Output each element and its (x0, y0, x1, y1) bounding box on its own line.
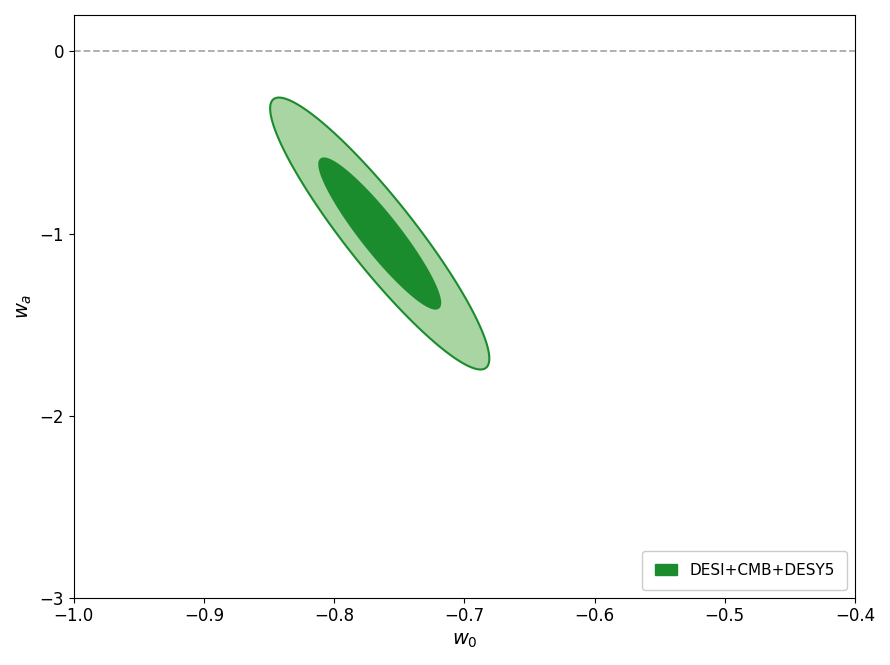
Polygon shape (320, 158, 441, 309)
Y-axis label: $w_a$: $w_a$ (15, 294, 34, 319)
X-axis label: $w_0$: $w_0$ (451, 631, 477, 650)
Polygon shape (271, 98, 490, 370)
Legend: DESI+CMB+DESY5: DESI+CMB+DESY5 (643, 551, 847, 590)
